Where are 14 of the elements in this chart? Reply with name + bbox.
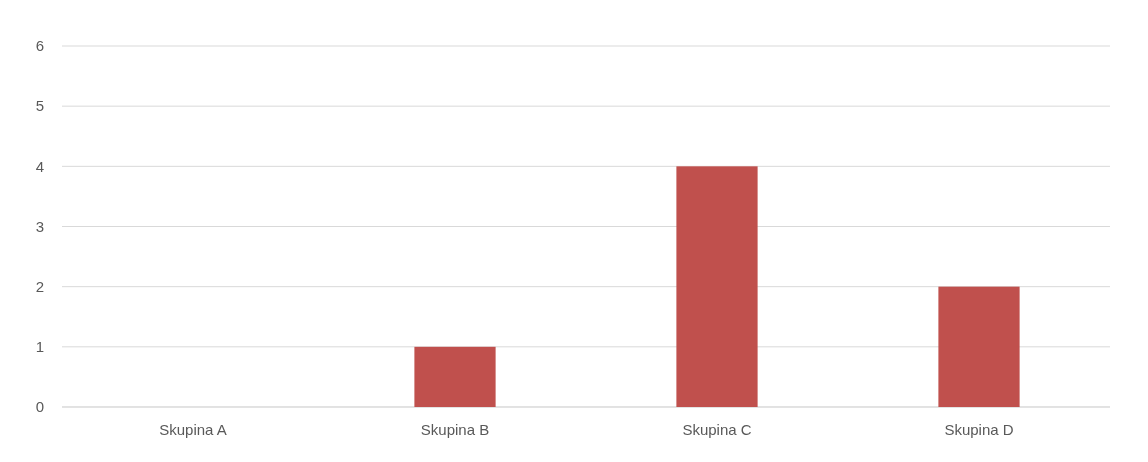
x-tick-label: Skupina D — [944, 421, 1014, 438]
y-tick-label: 6 — [35, 37, 45, 55]
y-tick-label: 4 — [35, 157, 45, 175]
x-tick-label: Skupina C — [682, 421, 752, 438]
y-tick-label: 3 — [35, 217, 45, 235]
y-tick-label: 1 — [35, 338, 45, 356]
bar — [676, 166, 758, 407]
bar — [414, 346, 496, 407]
y-tick-label: 0 — [35, 398, 45, 416]
y-tick-label: 5 — [35, 97, 45, 115]
x-tick-label: Skupina B — [420, 421, 490, 438]
x-tick-label: Skupina A — [159, 421, 227, 438]
bar — [938, 286, 1020, 407]
y-tick-label: 2 — [35, 277, 45, 295]
